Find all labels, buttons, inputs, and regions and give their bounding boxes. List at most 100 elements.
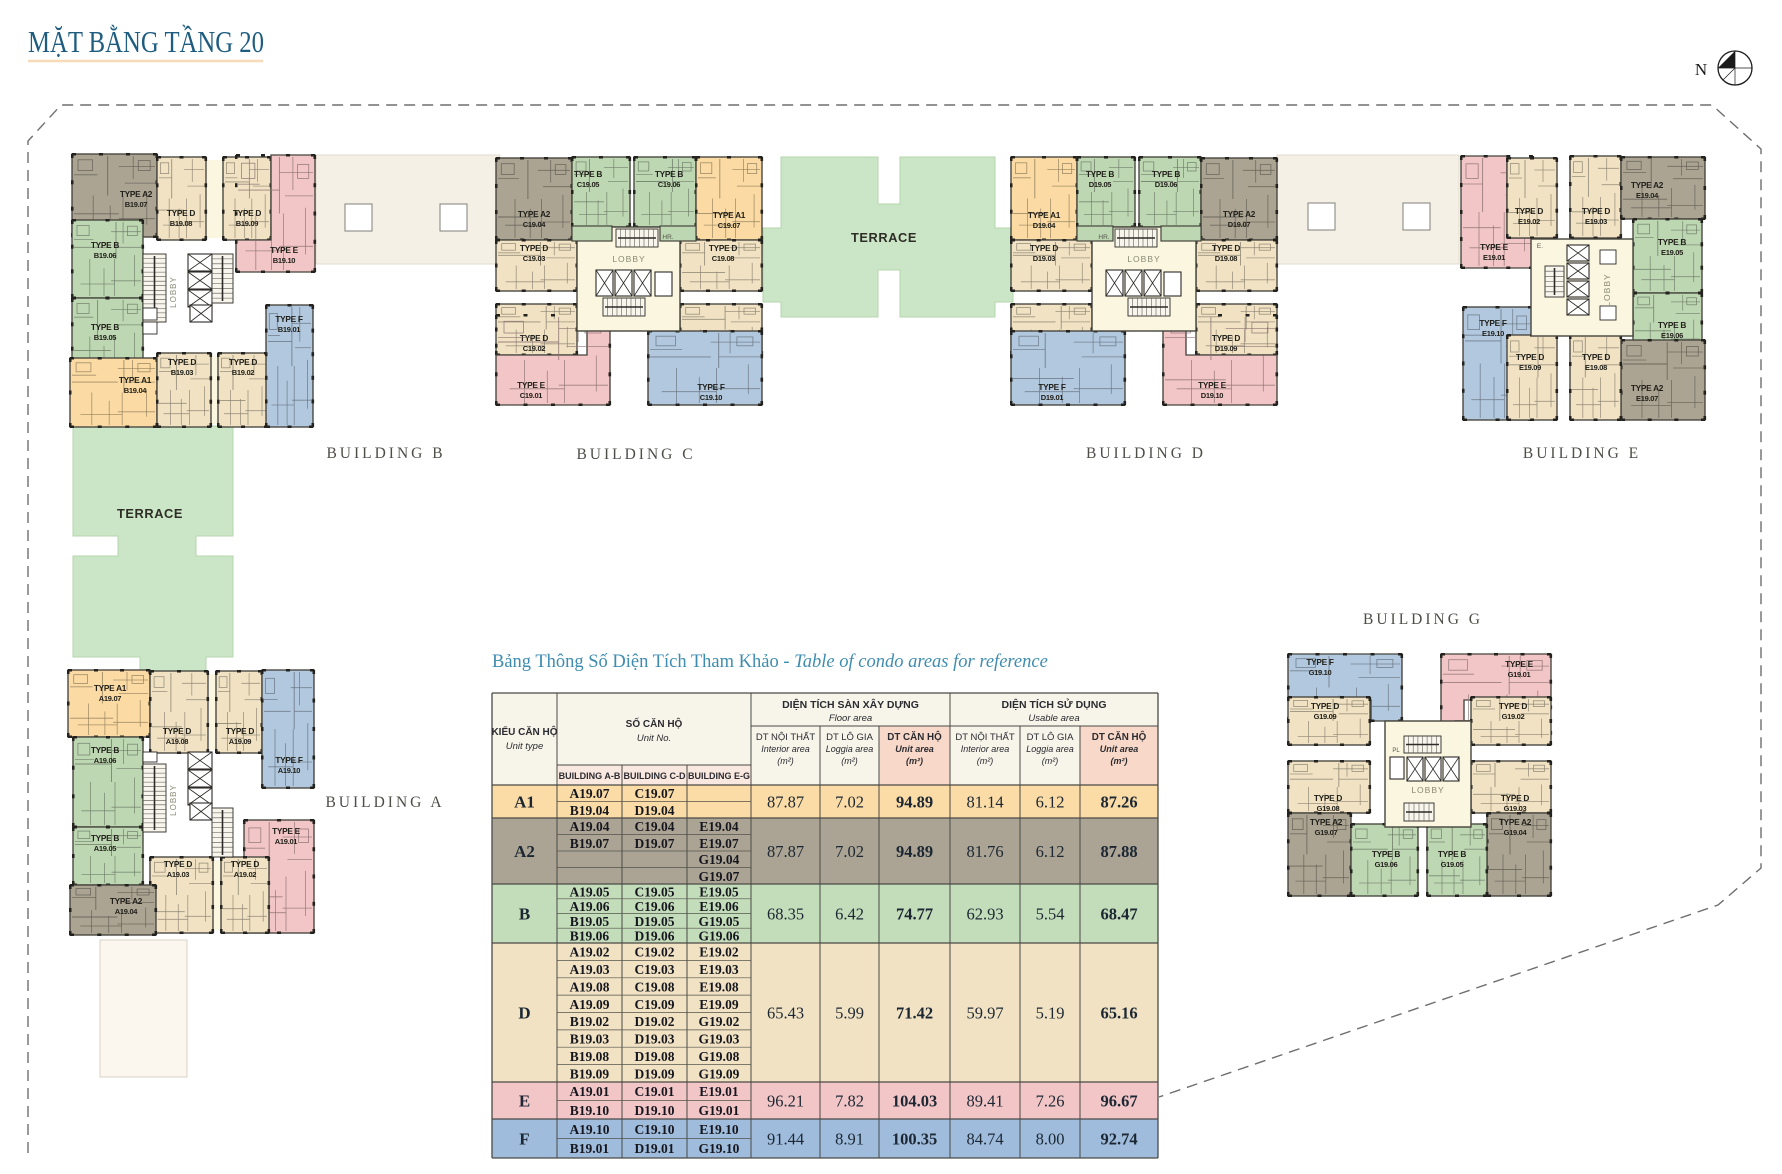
svg-text:65.16: 65.16 [1100,1004,1137,1023]
svg-text:HR.: HR. [1098,234,1109,241]
svg-text:87.87: 87.87 [767,842,804,861]
svg-text:81.14: 81.14 [966,793,1003,812]
svg-text:TYPE D: TYPE D [1499,701,1527,711]
svg-text:LOBBY: LOBBY [169,784,178,816]
svg-text:62.93: 62.93 [966,905,1003,924]
svg-text:(m²): (m²) [841,756,858,766]
svg-text:D19.08: D19.08 [1215,254,1238,263]
svg-text:Unit type: Unit type [506,741,544,752]
svg-text:B19.01: B19.01 [570,1141,610,1156]
svg-text:96.21: 96.21 [767,1092,804,1111]
svg-text:TYPE A1: TYPE A1 [1028,210,1061,220]
svg-text:B19.08: B19.08 [170,219,193,228]
svg-text:C19.01: C19.01 [520,391,543,400]
svg-text:TYPE D: TYPE D [1311,701,1339,711]
svg-text:B19.07: B19.07 [125,200,148,209]
svg-text:DT CĂN HỘ: DT CĂN HỘ [887,731,942,743]
svg-text:B19.05: B19.05 [570,914,610,929]
svg-text:TYPE A2: TYPE A2 [110,896,143,906]
svg-text:BUILDING A: BUILDING A [325,794,444,811]
svg-text:TYPE E: TYPE E [270,245,298,255]
svg-text:LOBBY: LOBBY [1127,254,1160,264]
svg-text:89.41: 89.41 [966,1092,1003,1111]
svg-text:TYPE D: TYPE D [520,333,548,343]
svg-text:F: F [519,1130,529,1149]
svg-text:TYPE B: TYPE B [1658,320,1686,330]
svg-text:D19.06: D19.06 [634,929,674,944]
svg-text:Unit area: Unit area [895,744,934,754]
svg-text:TYPE F: TYPE F [275,755,302,765]
svg-text:94.89: 94.89 [896,793,933,812]
svg-text:A19.06: A19.06 [94,756,117,765]
svg-text:84.74: 84.74 [966,1130,1003,1149]
svg-text:B19.04: B19.04 [570,803,610,818]
svg-text:92.74: 92.74 [1100,1130,1137,1149]
svg-text:B19.09: B19.09 [236,219,259,228]
svg-text:B19.08: B19.08 [570,1049,610,1064]
svg-text:E19.07: E19.07 [1636,394,1658,403]
svg-text:G19.01: G19.01 [1508,670,1531,679]
svg-text:B19.06: B19.06 [570,929,610,944]
svg-text:A19.03: A19.03 [167,870,190,879]
svg-text:TYPE A2: TYPE A2 [1631,180,1664,190]
svg-text:LOBBY: LOBBY [1602,273,1612,306]
svg-text:Unit area: Unit area [1100,744,1139,754]
svg-text:C19.03: C19.03 [523,254,546,263]
svg-text:91.44: 91.44 [767,1130,804,1149]
svg-text:7.26: 7.26 [1036,1092,1065,1111]
svg-text:TYPE F: TYPE F [697,382,724,392]
svg-text:A19.05: A19.05 [569,884,609,899]
svg-text:E19.05: E19.05 [699,884,739,899]
svg-text:G19.06: G19.06 [1375,860,1398,869]
svg-text:5.99: 5.99 [835,1004,864,1023]
svg-text:D19.05: D19.05 [1089,180,1112,189]
svg-text:D19.01: D19.01 [1041,393,1064,402]
svg-text:68.35: 68.35 [767,905,804,924]
svg-text:SỐ CĂN HỘ: SỐ CĂN HỘ [626,716,683,730]
svg-text:C19.08: C19.08 [712,254,735,263]
svg-text:5.54: 5.54 [1036,905,1065,924]
svg-text:D19.05: D19.05 [634,914,674,929]
svg-text:TYPE E: TYPE E [1480,242,1508,252]
svg-text:E19.08: E19.08 [1585,363,1607,372]
svg-text:B19.10: B19.10 [570,1103,610,1118]
svg-text:104.03: 104.03 [892,1092,937,1111]
svg-text:G19.02: G19.02 [1502,712,1525,721]
svg-text:E19.08: E19.08 [699,979,739,994]
svg-text:TYPE D: TYPE D [163,726,191,736]
svg-text:81.76: 81.76 [966,842,1003,861]
svg-text:C19.04: C19.04 [634,819,674,834]
svg-text:TYPE E: TYPE E [517,380,545,390]
svg-text:DIỆN TÍCH SÀN XÂY DỰNG: DIỆN TÍCH SÀN XÂY DỰNG [782,698,919,711]
svg-text:G19.01: G19.01 [699,1103,740,1118]
svg-text:TYPE B: TYPE B [91,240,119,250]
svg-text:(m²): (m²) [777,756,794,766]
svg-text:TYPE E: TYPE E [272,826,300,836]
svg-text:TYPE D: TYPE D [1516,352,1544,362]
svg-text:D19.06: D19.06 [1155,180,1178,189]
svg-text:E19.01: E19.01 [699,1084,739,1099]
svg-text:TYPE A2: TYPE A2 [518,209,551,219]
svg-text:LOBBY: LOBBY [1411,785,1444,795]
svg-text:BUILDING B: BUILDING B [326,445,445,462]
svg-text:TYPE A1: TYPE A1 [94,683,127,693]
svg-text:TYPE D: TYPE D [1030,243,1058,253]
svg-text:E19.06: E19.06 [1661,331,1683,340]
svg-text:6.12: 6.12 [1036,842,1065,861]
svg-text:B19.09: B19.09 [570,1066,610,1081]
svg-text:D19.09: D19.09 [1215,344,1238,353]
svg-text:A19.04: A19.04 [115,907,139,916]
svg-text:(m²): (m²) [1042,756,1059,766]
svg-text:TYPE B: TYPE B [655,169,683,179]
svg-text:D19.07: D19.07 [634,836,674,851]
svg-text:B19.06: B19.06 [94,251,117,260]
svg-text:C19.09: C19.09 [634,997,674,1012]
svg-text:TERRACE: TERRACE [117,506,183,521]
svg-text:TYPE A2: TYPE A2 [1310,817,1343,827]
svg-text:D19.02: D19.02 [634,1014,674,1029]
svg-text:D19.08: D19.08 [634,1049,674,1064]
svg-text:A19.09: A19.09 [229,737,252,746]
svg-text:C19.05: C19.05 [577,180,600,189]
svg-text:TYPE D: TYPE D [1582,206,1610,216]
svg-text:A19.03: A19.03 [569,962,609,977]
